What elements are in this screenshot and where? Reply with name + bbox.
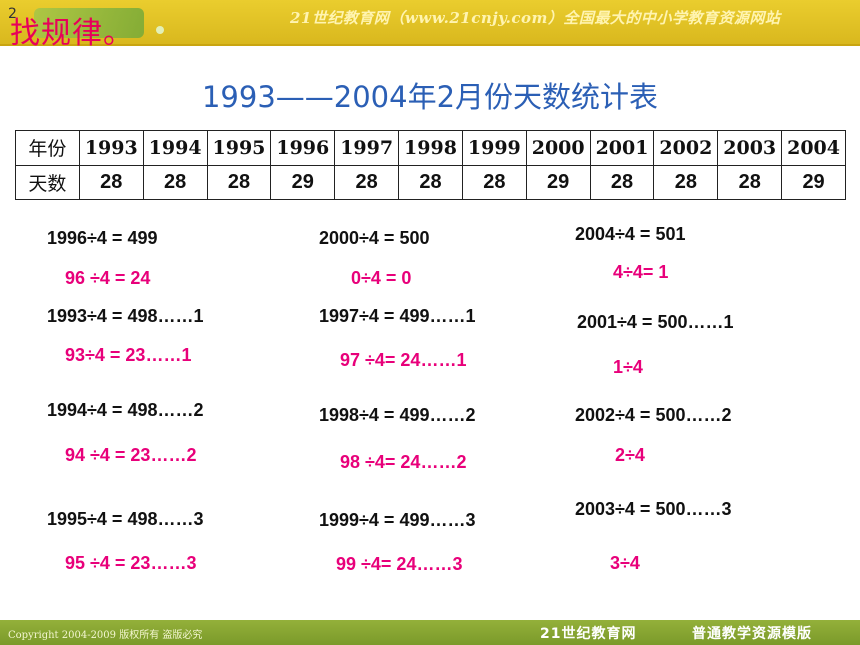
hint-3: 3÷4: [610, 553, 640, 573]
hint-0: 0÷4 = 0: [351, 268, 412, 288]
year-cell: 2004: [781, 130, 846, 166]
equation-1993: 1993÷4 = 498……1: [47, 306, 204, 326]
year-cell: 1995: [206, 130, 272, 166]
table-row-years: 年份 1993 1994 1995 1996 1997 1998 1999 20…: [15, 130, 846, 166]
hint-2: 2÷4: [615, 445, 645, 465]
year-cell: 2002: [653, 130, 719, 166]
year-cell: 1993: [78, 130, 144, 166]
days-cell: 28: [78, 164, 144, 200]
site-slogan: 21世纪教育网（www.21cnjy.com）全国最大的中小学教育资源网站: [290, 9, 781, 27]
hint-96: 96 ÷4 = 24: [65, 268, 151, 288]
page-title: 1993——2004年2月份天数统计表: [201, 80, 659, 114]
equation-1999: 1999÷4 = 499……3: [319, 510, 476, 530]
equation-2003: 2003÷4 = 500……3: [575, 499, 732, 519]
equation-2001: 2001÷4 = 500……1: [577, 312, 734, 332]
days-cell: 28: [142, 164, 208, 200]
year-cell: 2001: [589, 130, 655, 166]
equation-1994: 1994÷4 = 498……2: [47, 400, 204, 420]
equation-1998: 1998÷4 = 499……2: [319, 405, 476, 425]
days-cell: 28: [206, 164, 272, 200]
equation-1995: 1995÷4 = 498……3: [47, 509, 204, 529]
copyright-text: Copyright 2004-2009 版权所有 盗版必究: [8, 630, 203, 641]
year-cell: 1997: [334, 130, 400, 166]
days-cell: 29: [781, 164, 846, 200]
hint-4: 4÷4= 1: [613, 262, 669, 282]
row-label-days: 天数: [15, 164, 80, 200]
hint-97: 97 ÷4= 24……1: [340, 350, 467, 370]
footer-label: 普通教学资源模版: [692, 626, 812, 642]
header-divider: [0, 44, 860, 46]
year-cell: 1998: [398, 130, 463, 166]
hint-99: 99 ÷4= 24……3: [336, 554, 463, 574]
year-cell: 1999: [461, 130, 527, 166]
year-cell: 2003: [717, 130, 783, 166]
days-cell: 28: [398, 164, 463, 200]
equation-2004: 2004÷4 = 501: [575, 224, 686, 244]
days-cell: 28: [589, 164, 655, 200]
year-cell: 1996: [270, 130, 336, 166]
equation-2000: 2000÷4 = 500: [319, 228, 430, 248]
days-cell: 28: [717, 164, 783, 200]
year-cell: 1994: [142, 130, 208, 166]
days-cell: 28: [461, 164, 527, 200]
table-row-days: 天数 28 28 28 29 28 28 28 29 28 28 28 29: [15, 164, 846, 200]
hint-98: 98 ÷4= 24……2: [340, 452, 467, 472]
february-days-table: 年份 1993 1994 1995 1996 1997 1998 1999 20…: [15, 130, 846, 200]
hint-1: 1÷4: [613, 357, 643, 377]
year-cell: 2000: [525, 130, 591, 166]
logo-dot: [156, 26, 164, 34]
find-rule-heading: 找规律。: [10, 16, 134, 51]
hint-94: 94 ÷4 = 23……2: [65, 445, 197, 465]
equation-1997: 1997÷4 = 499……1: [319, 306, 476, 326]
days-cell: 29: [525, 164, 591, 200]
row-label-year: 年份: [15, 130, 80, 166]
hint-93: 93÷4 = 23……1: [65, 345, 192, 365]
days-cell: 29: [270, 164, 336, 200]
equation-1996: 1996÷4 = 499: [47, 228, 158, 248]
hint-95: 95 ÷4 = 23……3: [65, 553, 197, 573]
days-cell: 28: [653, 164, 719, 200]
logo-badge: [34, 8, 144, 38]
days-cell: 28: [334, 164, 400, 200]
footer-bar: [0, 620, 860, 645]
equation-2002: 2002÷4 = 500……2: [575, 405, 732, 425]
slide-number: 2: [8, 6, 17, 22]
footer-brand: 21世纪教育网: [540, 626, 637, 642]
